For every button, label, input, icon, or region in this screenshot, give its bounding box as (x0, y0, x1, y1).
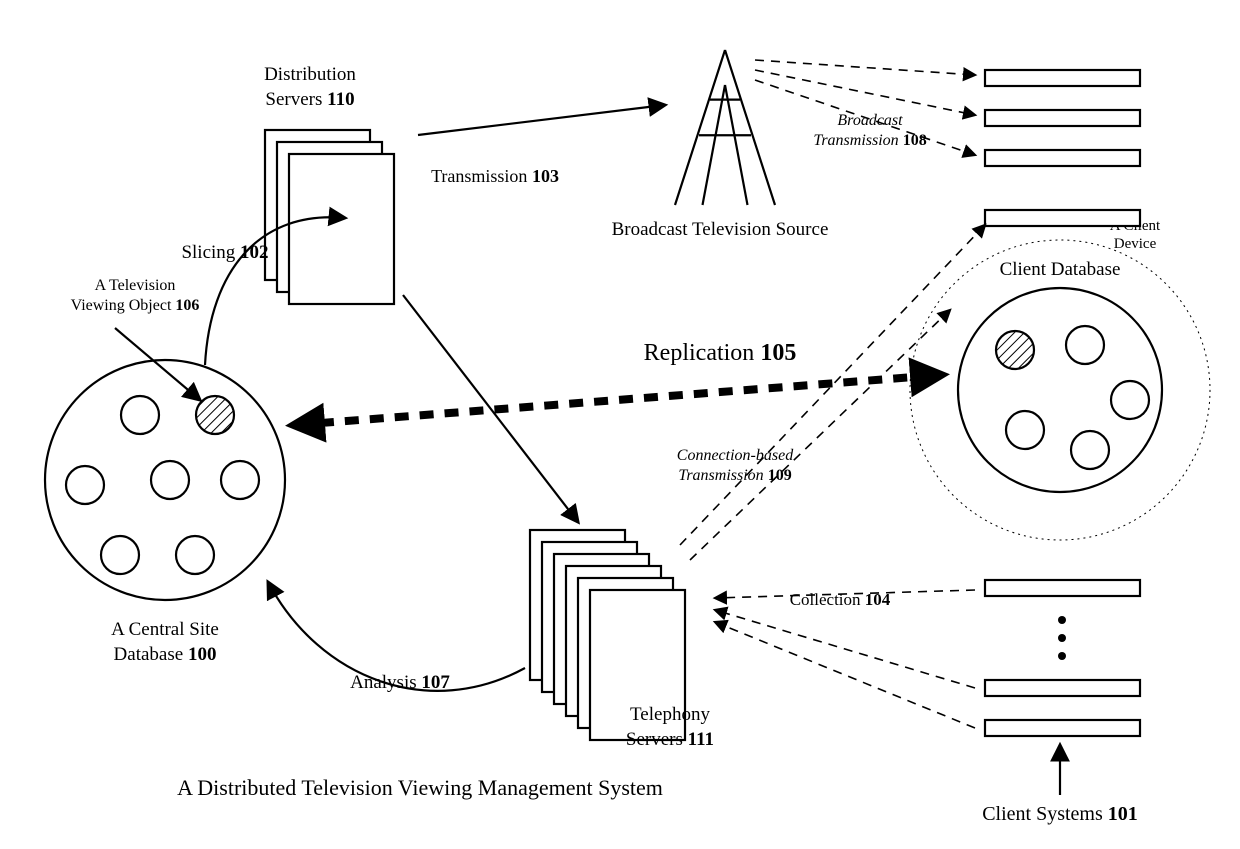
edge-slicing-label: Slicing 102 (181, 242, 268, 263)
edge-collection-label: Collection 104 (790, 590, 891, 609)
viewing-object-label-1: A Television (95, 277, 176, 294)
db-dot (1111, 381, 1149, 419)
broadcast-receivers (985, 70, 1140, 226)
edge-conn-label-2: Transmission 109 (678, 467, 791, 484)
edge-collection-1 (715, 610, 975, 688)
central-site-database (45, 360, 285, 600)
client-systems (985, 580, 1140, 795)
edge-replication-label: Replication 105 (644, 340, 797, 366)
broadcast-source-label: Broadcast Television Source (612, 219, 829, 240)
viewing-object-dot (196, 396, 234, 434)
edge-broadcast-0 (755, 60, 975, 75)
dist-servers-label-2: Servers 110 (265, 89, 354, 110)
viewing-object-label-2: Viewing Object 106 (71, 297, 200, 314)
client-device-label-2: Device (1114, 236, 1157, 252)
edge-replication (295, 375, 940, 425)
viewing-object-dot (996, 331, 1034, 369)
db-dot (66, 466, 104, 504)
edge-collection-2 (715, 622, 975, 728)
db-dot (1066, 326, 1104, 364)
broadcast-tower-icon (675, 50, 775, 205)
edge-transmission (418, 105, 665, 135)
central-db-label-2: Database 100 (114, 644, 217, 665)
db-dot (221, 461, 259, 499)
dist-servers-label-1: Distribution (264, 64, 356, 85)
edge-broadcast-label-2: Transmission 108 (813, 132, 926, 149)
diagram-title: A Distributed Television Viewing Managem… (177, 775, 663, 800)
client-systems-label: Client Systems 101 (982, 803, 1138, 825)
edge-analysis-label: Analysis 107 (350, 672, 450, 693)
db-dot (176, 536, 214, 574)
db-dot (1006, 411, 1044, 449)
edge-conn-label-1: Connection-based (677, 447, 794, 464)
central-db-label-1: A Central Site (111, 619, 219, 640)
db-dot (151, 461, 189, 499)
diagram-canvas: A Central Site Database 100 A Television Vi… (0, 0, 1240, 849)
client-db-title: Client Database (1000, 259, 1121, 280)
tel-servers-label-1: Telephony (630, 704, 710, 725)
edge-broadcast-1 (755, 70, 975, 115)
tel-servers-label-2: Servers 111 (626, 729, 714, 750)
db-dot (1071, 431, 1109, 469)
db-dot (101, 536, 139, 574)
edge-transmission-label: Transmission 103 (431, 166, 559, 186)
db-dot (121, 396, 159, 434)
edge-broadcast-label-1: Broadcast (837, 112, 903, 129)
client-database (910, 240, 1210, 540)
